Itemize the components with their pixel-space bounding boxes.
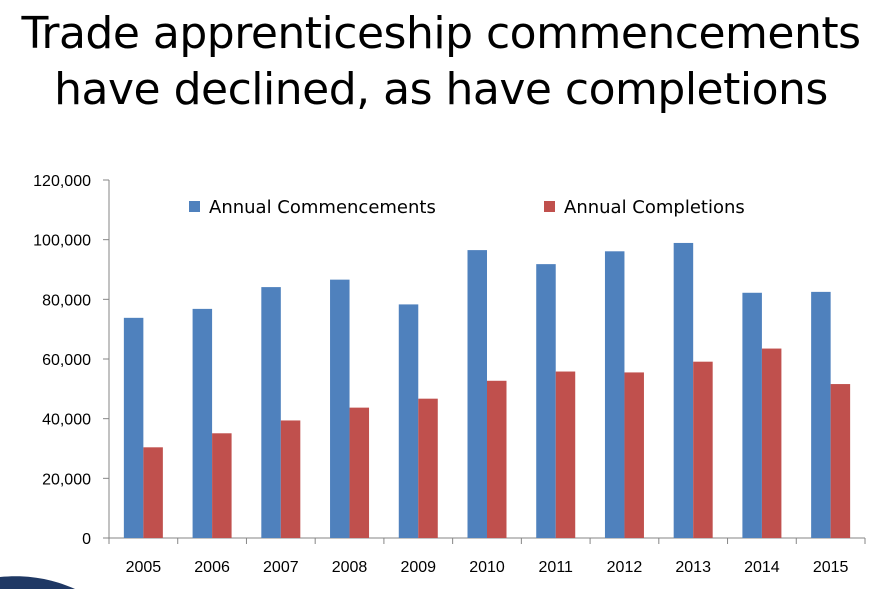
- legend-swatch: [544, 201, 555, 212]
- bar-completions: [280, 420, 301, 538]
- y-tick-label: 120,000: [33, 173, 91, 190]
- bar-completions: [624, 372, 644, 538]
- bar-commencements: [398, 304, 419, 538]
- x-tick-label: 2015: [813, 559, 849, 576]
- x-tick-label: 2010: [469, 559, 505, 576]
- bar-commencements: [811, 291, 831, 538]
- x-tick-label: 2008: [332, 559, 368, 576]
- x-tick-label: 2005: [126, 559, 162, 576]
- y-tick-label: 0: [82, 531, 91, 548]
- chart-axes: 0 20,000 40,000 60,000 80,000 100,000 120,000 2…: [33, 173, 866, 576]
- bar-commencements: [536, 264, 556, 538]
- x-tick-label: 2009: [400, 559, 436, 576]
- bar-completions: [830, 384, 851, 538]
- bar-commencements: [742, 292, 762, 538]
- chart-legend: Annual Commencements Annual Completions: [189, 197, 745, 218]
- bar-completions: [693, 361, 713, 538]
- bar-completions: [761, 348, 782, 538]
- bar-completions: [212, 433, 232, 538]
- chart-bars: [123, 242, 851, 538]
- bar-commencements: [673, 242, 694, 538]
- y-tick-label: 40,000: [42, 412, 91, 429]
- y-tick-label: 20,000: [42, 471, 91, 488]
- bar-completions: [349, 407, 370, 538]
- bar-commencements: [123, 317, 144, 538]
- bar-commencements: [604, 251, 625, 538]
- legend-swatch: [189, 201, 200, 212]
- x-tick-label: 2012: [607, 559, 643, 576]
- bar-commencements: [467, 250, 487, 538]
- title-line-1: Trade apprenticeship commencements: [21, 8, 861, 59]
- x-tick-label: 2006: [194, 559, 230, 576]
- decorative-swoosh: [0, 576, 75, 589]
- y-tick-label: 100,000: [33, 233, 91, 250]
- x-tick-label: 2014: [744, 559, 780, 576]
- x-tick-label: 2011: [539, 559, 574, 576]
- bar-commencements: [192, 308, 213, 538]
- title-line-2: have declined, as have completions: [54, 64, 828, 115]
- legend-label: Annual Completions: [564, 197, 745, 218]
- x-tick-label: 2013: [675, 559, 711, 576]
- y-tick-label: 60,000: [42, 352, 91, 369]
- bar-completions: [555, 371, 576, 538]
- bar-completions: [418, 398, 438, 538]
- y-tick-label: 80,000: [42, 292, 91, 309]
- bar-commencements: [330, 279, 350, 538]
- x-tick-label: 2007: [263, 559, 299, 576]
- legend-label: Annual Commencements: [209, 197, 436, 218]
- slide-title: Trade apprenticeship commencements have …: [0, 6, 882, 118]
- bar-completions: [143, 447, 163, 538]
- bar-commencements: [261, 287, 281, 538]
- bar-completions: [487, 380, 507, 538]
